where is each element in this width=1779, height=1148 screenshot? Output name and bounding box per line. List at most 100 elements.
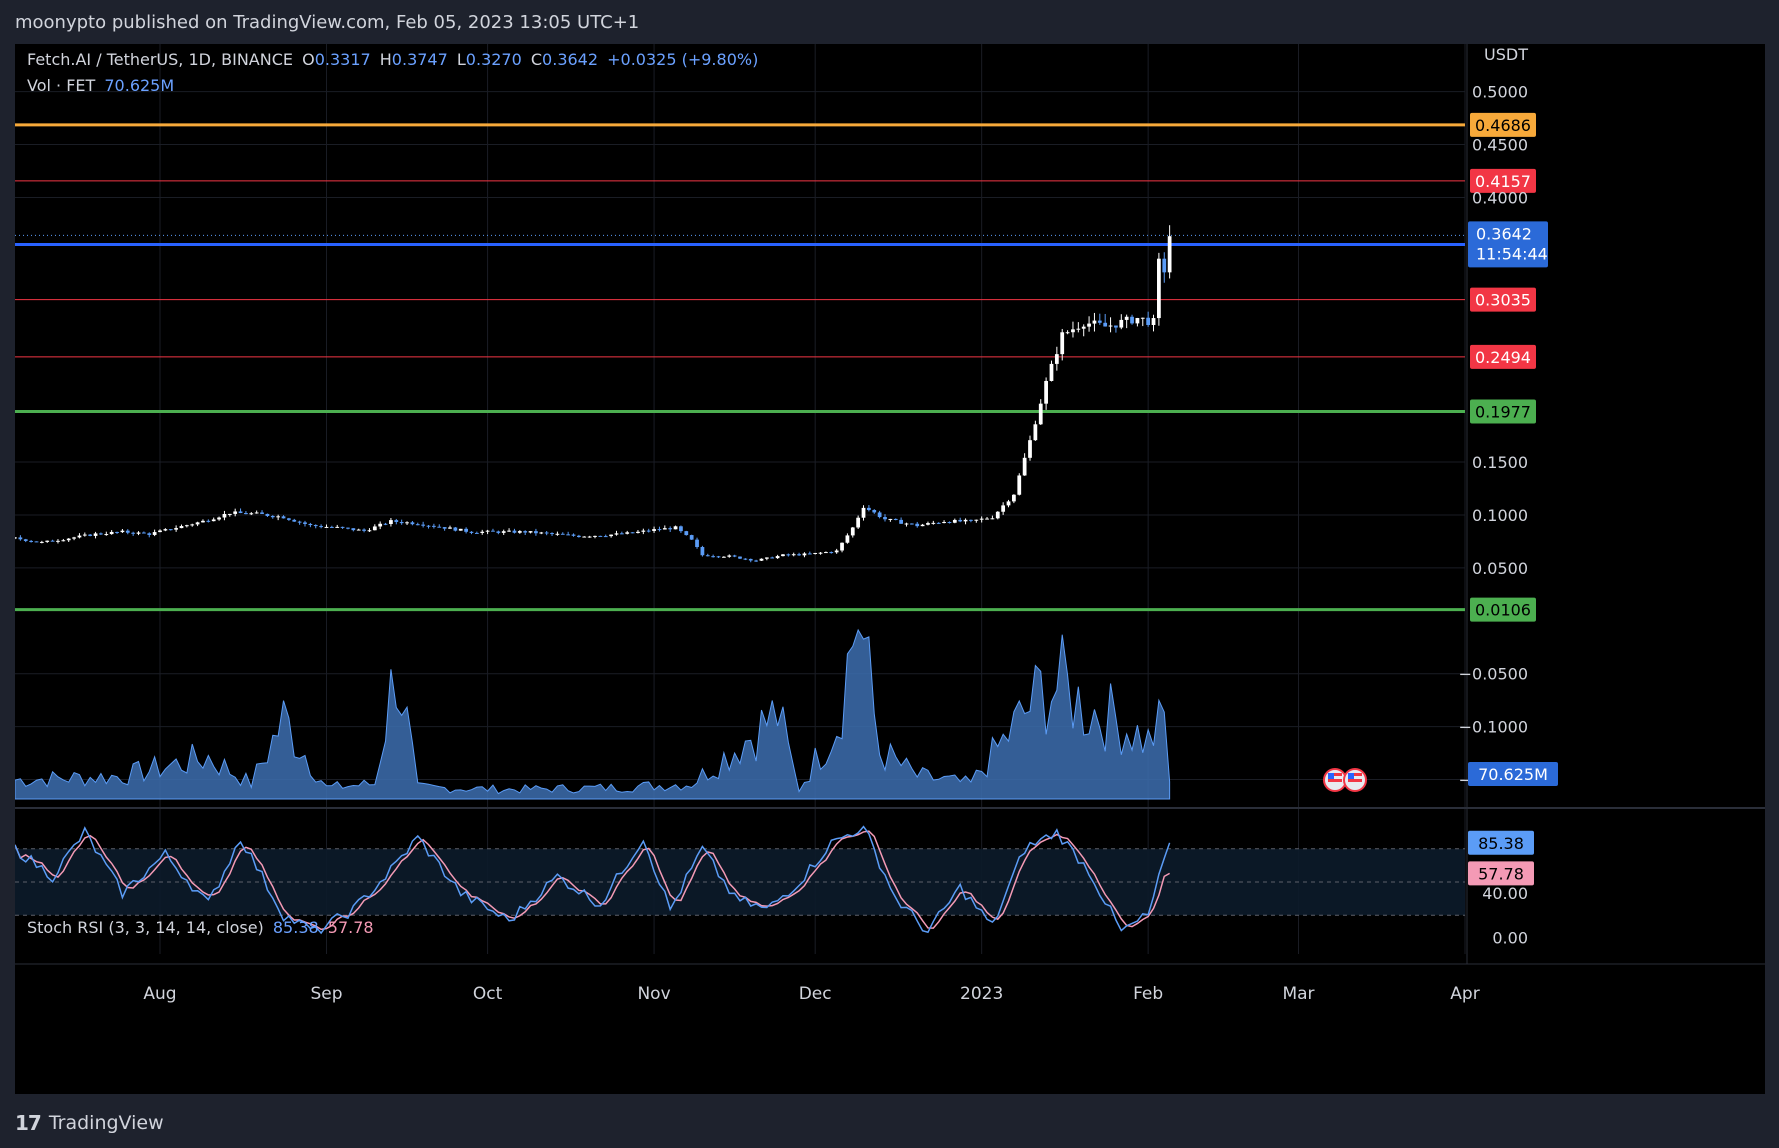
level-label-0.4157: 0.4157	[1475, 172, 1531, 191]
stoch-k-line	[15, 825, 1171, 935]
candle-body	[82, 534, 87, 536]
level-label-box-0.1977	[1470, 399, 1536, 424]
candle-body	[303, 522, 307, 524]
stoch-k-axis-label: 85.38	[1478, 834, 1524, 853]
volume-legend-label[interactable]: Vol · FET	[27, 76, 96, 95]
time-tick-label: Sep	[310, 984, 342, 1004]
candles-layer	[15, 225, 1172, 563]
candle-body	[131, 532, 136, 534]
price-axis-unit: USDT	[1484, 45, 1528, 64]
candle-body	[50, 540, 55, 542]
candle-body	[389, 520, 393, 525]
stoch-k-value: 85.38	[272, 918, 319, 937]
candle-body	[802, 553, 807, 556]
candle-body	[56, 540, 60, 542]
candle-body	[276, 516, 281, 518]
candle-body	[1146, 317, 1151, 326]
candle-body	[947, 522, 952, 524]
tradingview-logo-icon[interactable]: 17	[15, 1111, 42, 1135]
stoch-rsi-label[interactable]: Stoch RSI (3, 3, 14, 14, close)	[27, 918, 264, 937]
candle-body	[346, 527, 350, 529]
candle-body	[566, 534, 571, 536]
candle-body	[641, 530, 646, 532]
candle-body	[270, 515, 275, 518]
candle-body	[292, 519, 297, 522]
candle-body	[222, 513, 227, 518]
candle-body	[926, 523, 930, 525]
candle-body	[399, 521, 404, 524]
candle-body	[920, 524, 925, 527]
candle-body	[244, 513, 248, 515]
time-tick-label: Aug	[143, 984, 176, 1004]
current-price-box	[1468, 221, 1548, 268]
candle-body	[1012, 494, 1016, 502]
candle-body	[507, 530, 511, 532]
stoch-tick-label: 0.00	[1492, 928, 1528, 947]
candle-body	[15, 537, 17, 539]
candle-body	[652, 529, 656, 531]
flag-stripe-icon	[1348, 773, 1362, 776]
time-tick-label: Apr	[1450, 984, 1479, 1004]
chart-canvas[interactable]: 0.46860.41570.35550.30350.24940.19770.01…	[15, 44, 1765, 1094]
candle-body	[174, 528, 178, 530]
candle-body	[104, 534, 109, 536]
candle-body	[480, 531, 485, 533]
candle-body	[297, 521, 302, 523]
candle-body	[904, 523, 909, 525]
candle-body	[668, 528, 673, 530]
price-tick-label: 0.1000	[1472, 506, 1528, 525]
candle-body	[695, 539, 699, 548]
candle-body	[781, 554, 785, 557]
candle-body	[206, 520, 211, 522]
candle-body	[77, 535, 82, 538]
candle-body	[936, 522, 941, 524]
symbol-label[interactable]: Fetch.AI / TetherUS, 1D, BINANCE	[27, 50, 293, 69]
low-value: 0.3270	[465, 50, 522, 69]
candle-body	[636, 531, 640, 533]
candle-body	[163, 529, 168, 531]
candle-body	[88, 534, 93, 536]
candle-body	[587, 536, 592, 538]
stoch-d-line	[15, 830, 1170, 931]
candle-body	[190, 524, 195, 526]
candle-body	[448, 527, 452, 529]
candle-body	[1162, 258, 1167, 273]
grid-layer	[15, 44, 1765, 965]
candle-body	[66, 538, 71, 541]
candle-body	[512, 530, 517, 533]
candle-body	[39, 541, 44, 543]
candle-body	[1076, 328, 1081, 330]
candle-body	[415, 524, 420, 526]
candle-body	[211, 519, 216, 522]
stoch-tick-label: 40.00	[1482, 884, 1528, 903]
candle-body	[442, 527, 447, 529]
candle-body	[888, 518, 893, 520]
candle-body	[23, 539, 28, 541]
candle-body	[485, 530, 490, 532]
volume-layer	[15, 628, 1367, 800]
candle-body	[34, 541, 39, 543]
candle-body	[856, 517, 861, 528]
candle-body	[179, 526, 184, 529]
publish-header: moonypto published on TradingView.com, F…	[15, 8, 639, 38]
current-price-label: 0.3642	[1476, 224, 1532, 243]
candle-body	[705, 555, 710, 557]
candle-body	[458, 528, 463, 531]
candle-body	[1038, 403, 1043, 425]
price-tick-label: 0.0500	[1472, 559, 1528, 578]
candle-body	[969, 519, 973, 521]
candle-body	[1081, 326, 1086, 329]
candle-body	[883, 517, 887, 520]
candle-body	[125, 530, 130, 533]
candle-body	[426, 525, 431, 527]
candle-body	[308, 523, 313, 526]
candle-body	[657, 529, 662, 531]
chart-frame[interactable]: 0.46860.41570.35550.30350.24940.19770.01…	[15, 44, 1765, 1094]
candle-body	[899, 519, 903, 524]
candle-body	[544, 532, 549, 534]
candle-body	[560, 533, 565, 535]
candle-body	[539, 532, 544, 534]
candle-body	[437, 526, 442, 528]
price-tick-label: 0.5000	[1472, 83, 1528, 102]
candle-body	[152, 532, 157, 535]
